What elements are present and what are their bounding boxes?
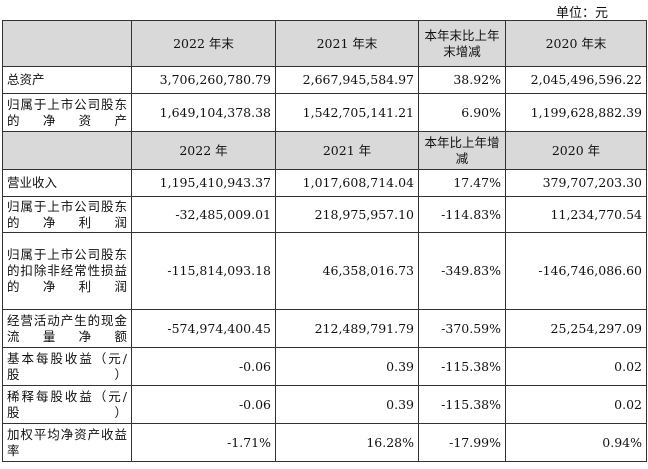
row-label: 归属于上市公司股东的净利润 — [2, 196, 132, 233]
header-cell: 2022 年末 — [131, 20, 276, 67]
row-label: 总资产 — [2, 66, 132, 94]
value-2020: 379,707,203.30 — [505, 169, 647, 197]
header-row-year-end: 2022 年末 2021 年末 本年末比上年末增减 2020 年末 — [2, 20, 647, 67]
header-cell: 2020 年末 — [505, 20, 647, 67]
value-change: 6.90% — [418, 93, 506, 132]
value-2021: 0.39 — [275, 385, 419, 424]
value-2021: 16.28% — [275, 423, 419, 462]
value-2020: -146,746,086.60 — [505, 232, 647, 310]
row-label: 稀释每股收益（元/股） — [2, 385, 132, 424]
header-cell: 本年末比上年末增减 — [418, 20, 506, 67]
table-row: 加权平均净资产收益率 -1.71% 16.28% -17.99% 0.94% — [2, 423, 647, 462]
value-2021: 1,017,608,714.04 — [275, 169, 419, 197]
value-2020: 0.02 — [505, 347, 647, 386]
value-change: 38.92% — [418, 66, 506, 94]
value-2021: 212,489,791.79 — [275, 309, 419, 348]
row-label: 归属于上市公司股东的扣除非经常性损益的净利润 — [2, 232, 132, 310]
table-row: 营业收入 1,195,410,943.37 1,017,608,714.04 1… — [2, 169, 647, 197]
value-change: -370.59% — [418, 309, 506, 348]
financial-data-table: 2022 年末 2021 年末 本年末比上年末增减 2020 年末 总资产 3,… — [2, 20, 647, 462]
value-2021: 2,667,945,584.97 — [275, 66, 419, 94]
value-change: -115.38% — [418, 385, 506, 424]
table-row: 经营活动产生的现金流量净额 -574,974,400.45 212,489,79… — [2, 309, 647, 348]
value-change: -114.83% — [418, 196, 506, 233]
table-row: 总资产 3,706,260,780.79 2,667,945,584.97 38… — [2, 66, 647, 94]
value-2020: 25,254,297.09 — [505, 309, 647, 348]
header-cell: 2021 年末 — [275, 20, 419, 67]
header-cell: 2020 年 — [505, 131, 647, 170]
value-change: -349.83% — [418, 232, 506, 310]
value-change: -115.38% — [418, 347, 506, 386]
table-row: 归属于上市公司股东的净利润 -32,485,009.01 218,975,957… — [2, 196, 647, 233]
unit-label: 单位：元 — [555, 6, 608, 21]
value-2021: 0.39 — [275, 347, 419, 386]
row-label: 加权平均净资产收益率 — [2, 423, 132, 462]
value-2020: 11,234,770.54 — [505, 196, 647, 233]
value-2022: 3,706,260,780.79 — [131, 66, 276, 94]
value-2022: -574,974,400.45 — [131, 309, 276, 348]
table-row: 归属于上市公司股东的净资产 1,649,104,378.38 1,542,705… — [2, 93, 647, 132]
header-cell: 本年比上年增减 — [418, 131, 506, 170]
header-cell: 2022 年 — [131, 131, 276, 170]
row-label: 营业收入 — [2, 169, 132, 197]
value-change: 17.47% — [418, 169, 506, 197]
value-2022: -32,485,009.01 — [131, 196, 276, 233]
header-cell — [2, 20, 132, 67]
table-row: 归属于上市公司股东的扣除非经常性损益的净利润 -115,814,093.18 4… — [2, 232, 647, 310]
row-label: 经营活动产生的现金流量净额 — [2, 309, 132, 348]
value-2022: 1,649,104,378.38 — [131, 93, 276, 132]
table-row: 基本每股收益（元/股） -0.06 0.39 -115.38% 0.02 — [2, 347, 647, 386]
table-row: 稀释每股收益（元/股） -0.06 0.39 -115.38% 0.02 — [2, 385, 647, 424]
value-2020: 0.02 — [505, 385, 647, 424]
row-label: 归属于上市公司股东的净资产 — [2, 93, 132, 132]
value-2021: 1,542,705,141.21 — [275, 93, 419, 132]
value-change: -17.99% — [418, 423, 506, 462]
header-row-year: 2022 年 2021 年 本年比上年增减 2020 年 — [2, 131, 647, 170]
value-2021: 46,358,016.73 — [275, 232, 419, 310]
value-2020: 2,045,496,596.22 — [505, 66, 647, 94]
row-label: 基本每股收益（元/股） — [2, 347, 132, 386]
value-2022: -1.71% — [131, 423, 276, 462]
header-cell: 2021 年 — [275, 131, 419, 170]
value-2020: 1,199,628,882.39 — [505, 93, 647, 132]
value-2022: -115,814,093.18 — [131, 232, 276, 310]
value-2022: -0.06 — [131, 347, 276, 386]
value-2021: 218,975,957.10 — [275, 196, 419, 233]
value-2020: 0.94% — [505, 423, 647, 462]
value-2022: -0.06 — [131, 385, 276, 424]
value-2022: 1,195,410,943.37 — [131, 169, 276, 197]
header-cell — [2, 131, 132, 170]
